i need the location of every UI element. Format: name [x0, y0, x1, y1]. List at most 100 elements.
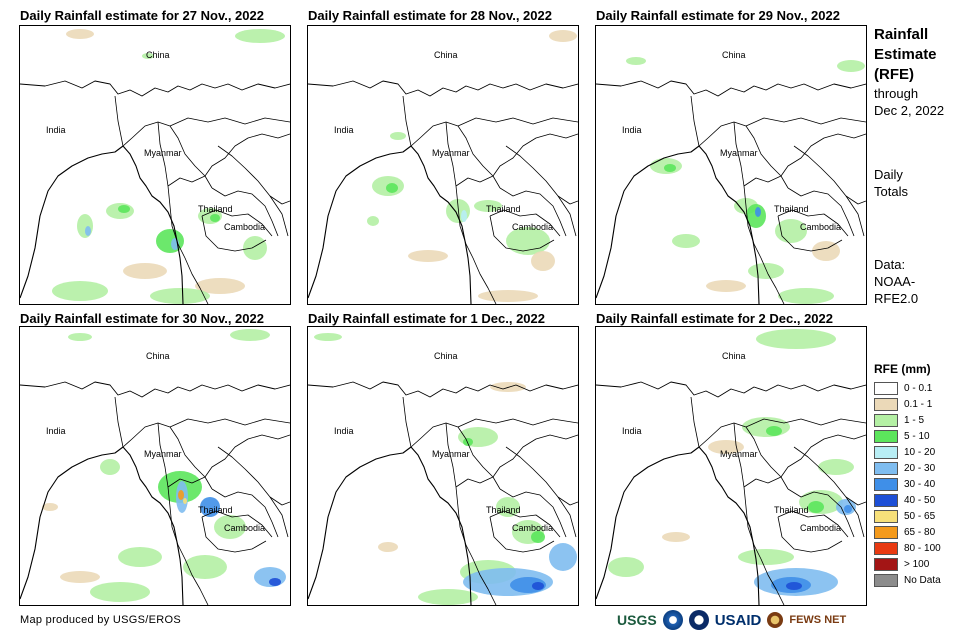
legend-item: 30 - 40	[874, 476, 941, 492]
country-border	[402, 95, 412, 147]
country-border	[745, 418, 866, 428]
data-source: Data: NOAA- RFE2.0	[874, 256, 918, 307]
country-border	[201, 516, 267, 553]
country-border	[690, 396, 700, 448]
country-border	[492, 133, 578, 177]
rainfall-area	[755, 207, 761, 217]
rainfall-area	[748, 263, 784, 279]
rainfall-area	[123, 263, 167, 279]
country-border	[733, 422, 745, 488]
country-label-thailand: Thailand	[486, 204, 521, 214]
rainfall-area	[269, 578, 281, 586]
country-border	[845, 496, 866, 506]
country-label-myanmar: Myanmar	[432, 449, 470, 459]
legend-swatch	[874, 573, 898, 587]
panel-title-3: Daily Rainfall estimate for 29 Nov., 202…	[596, 8, 840, 23]
rfe-title-line-3: (RFE)	[874, 66, 914, 83]
rainfall-area	[77, 214, 93, 238]
legend-item: 1 - 5	[874, 412, 941, 428]
legend-item: 65 - 80	[874, 524, 941, 540]
legend-label: 65 - 80	[904, 526, 936, 538]
legend-label: > 100	[904, 558, 930, 570]
country-border	[845, 195, 866, 205]
legend-label: 5 - 10	[904, 430, 930, 442]
country-border	[167, 476, 206, 488]
rainfall-map	[596, 329, 866, 605]
legend-swatch	[874, 541, 898, 555]
rainfall-area	[549, 30, 577, 42]
rainfall-area	[183, 555, 227, 579]
country-border	[167, 486, 209, 605]
legend-swatch	[874, 445, 898, 459]
legend-swatch	[874, 429, 898, 443]
rainfall-area	[243, 236, 267, 260]
fews-net-logo: FEWS NET	[789, 614, 847, 626]
country-border	[557, 195, 578, 205]
rainfall-area	[210, 214, 220, 222]
rainfall-map	[308, 333, 578, 605]
rainfall-area	[118, 205, 130, 213]
rainfall-area	[100, 459, 120, 475]
rainfall-area	[531, 251, 555, 271]
rainfall-area	[390, 132, 406, 140]
through-date: Dec 2, 2022	[874, 103, 945, 118]
coastline	[596, 446, 760, 605]
rainfall-area	[742, 417, 790, 437]
rainfall-area	[150, 288, 210, 304]
rainfall-area	[408, 250, 448, 262]
country-label-india: India	[622, 125, 642, 135]
country-label-thailand: Thailand	[486, 505, 521, 515]
country-label-myanmar: Myanmar	[144, 449, 182, 459]
country-border	[122, 121, 213, 189]
legend-swatch	[874, 397, 898, 411]
country-border	[489, 209, 561, 237]
country-border	[489, 510, 561, 538]
agency-logos: USGS USAID FEWS NET	[617, 607, 846, 633]
country-border	[455, 476, 494, 488]
country-border	[410, 121, 501, 189]
country-border	[596, 80, 866, 97]
country-border	[777, 215, 843, 252]
country-border	[780, 434, 866, 478]
daily-totals: Daily Totals	[874, 166, 908, 200]
through-label: through	[874, 86, 919, 101]
country-label-cambodia: Cambodia	[224, 222, 266, 232]
rainfall-area	[378, 542, 398, 552]
country-label-thailand: Thailand	[774, 505, 809, 515]
country-border	[169, 117, 290, 127]
map-panel-6: China India Myanmar Thailand Cambodia	[595, 326, 867, 606]
panel-title-4: Daily Rainfall estimate for 30 Nov., 202…	[20, 311, 264, 326]
country-border	[780, 133, 866, 177]
rainfall-area	[756, 329, 836, 349]
country-border	[204, 434, 290, 478]
country-label-cambodia: Cambodia	[512, 222, 554, 232]
country-label-china: China	[722, 50, 746, 60]
country-label-myanmar: Myanmar	[432, 148, 470, 158]
usgs-logo: USGS	[617, 612, 657, 628]
country-border	[499, 488, 567, 538]
country-border	[308, 80, 578, 97]
country-label-thailand: Thailand	[198, 204, 233, 214]
rainfall-map	[308, 30, 578, 304]
rainfall-area	[531, 531, 545, 543]
country-label-china: China	[722, 351, 746, 361]
rainfall-area	[195, 278, 245, 294]
country-label-china: China	[146, 351, 170, 361]
rainfall-map	[20, 329, 290, 605]
country-border	[690, 95, 700, 147]
country-border	[745, 117, 866, 127]
country-border	[455, 486, 497, 605]
country-border	[201, 209, 273, 237]
legend: RFE (mm) 0 - 0.1 0.1 - 1 1 - 5 5 - 10 10 - 2…	[874, 362, 941, 588]
noaa-logo-icon	[662, 610, 683, 630]
rainfall-area	[837, 60, 865, 72]
rainfall-area	[68, 333, 92, 341]
rainfall-map	[596, 57, 866, 304]
country-border	[457, 117, 578, 127]
country-label-thailand: Thailand	[198, 505, 233, 515]
country-label-india: India	[334, 426, 354, 436]
country-border	[445, 121, 457, 187]
country-border	[489, 215, 555, 252]
country-border	[455, 185, 497, 304]
rainfall-area	[626, 57, 646, 65]
